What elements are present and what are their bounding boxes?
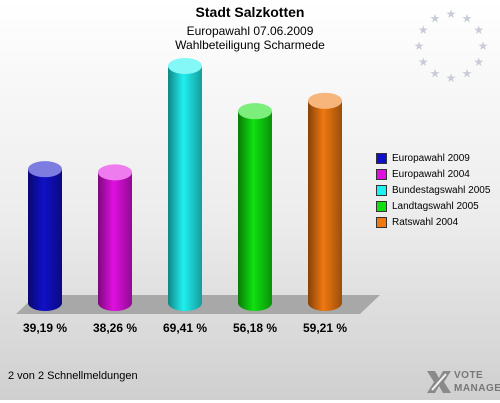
chart-subtitle-district: Wahlbeteiligung Scharmede [175,38,325,52]
chart-subtitle-election: Europawahl 07.06.2009 [186,24,314,38]
legend-label: Europawahl 2009 [392,152,470,164]
bar-body [168,66,202,311]
legend-label: Bundestagswahl 2005 [392,184,491,196]
legend-item: Europawahl 2009 [376,150,490,166]
legend-swatch [376,152,387,164]
bar [308,92,342,311]
legend-item: Ratswahl 2004 [376,214,490,230]
legend-item: Landtagswahl 2005 [376,198,490,214]
chart-legend: Europawahl 2009 Europawahl 2004 Bundestags… [376,150,490,230]
eu-stars-icon: ★ ★★★★★★★★★★★ [414,7,489,85]
bar-top [238,103,272,120]
legend-swatch [376,168,387,180]
bar-value-label: 39,19 % [23,321,67,335]
eu-star: ★ [430,67,441,81]
eu-star: ★ [418,23,429,37]
bar-body [238,111,272,311]
bar-body [308,100,342,311]
eu-star: ★ [418,55,429,69]
bar-top [28,161,62,178]
eu-star: ★ [473,23,484,37]
legend-swatch [376,184,387,196]
bar-body [98,172,132,311]
eu-star: ★ [446,71,457,85]
bar [98,164,132,311]
eu-star: ★ [414,39,425,53]
legend-label: Landtagswahl 2005 [392,200,479,212]
bar [238,103,272,311]
eu-star: ★ [473,55,484,69]
bar-top [98,164,132,181]
eu-star: ★ [462,11,473,25]
bar-top [308,92,342,109]
eu-star: ★ [462,67,473,81]
eu-star: ★ [430,11,441,25]
bar [28,161,62,311]
legend-swatch [376,216,387,228]
bar-body [28,169,62,311]
logo-text-vote: VOTE [454,370,484,381]
footer-status: 2 von 2 Schnellmeldungen [8,370,138,382]
legend-swatch [376,200,387,212]
bar-value-label: 38,26 % [93,321,137,335]
bar [168,58,202,311]
vote-manager-x-icon [427,371,451,393]
bar-value-label: 59,21 % [303,321,347,335]
vote-manager-logo: VOTE MANAGER [424,366,500,398]
legend-label: Europawahl 2004 [392,168,470,180]
chart-title: Stadt Salzkotten [195,4,305,20]
eu-star: ★ [478,39,489,53]
legend-label: Ratswahl 2004 [392,216,459,228]
logo-text-manager: MANAGER [454,383,500,394]
legend-item: Bundestagswahl 2005 [376,182,490,198]
bar-value-label: 56,18 % [233,321,277,335]
legend-item: Europawahl 2004 [376,166,490,182]
eu-star: ★ [446,7,457,21]
bar-value-label: 69,41 % [163,321,207,335]
bar-top [168,58,202,74]
